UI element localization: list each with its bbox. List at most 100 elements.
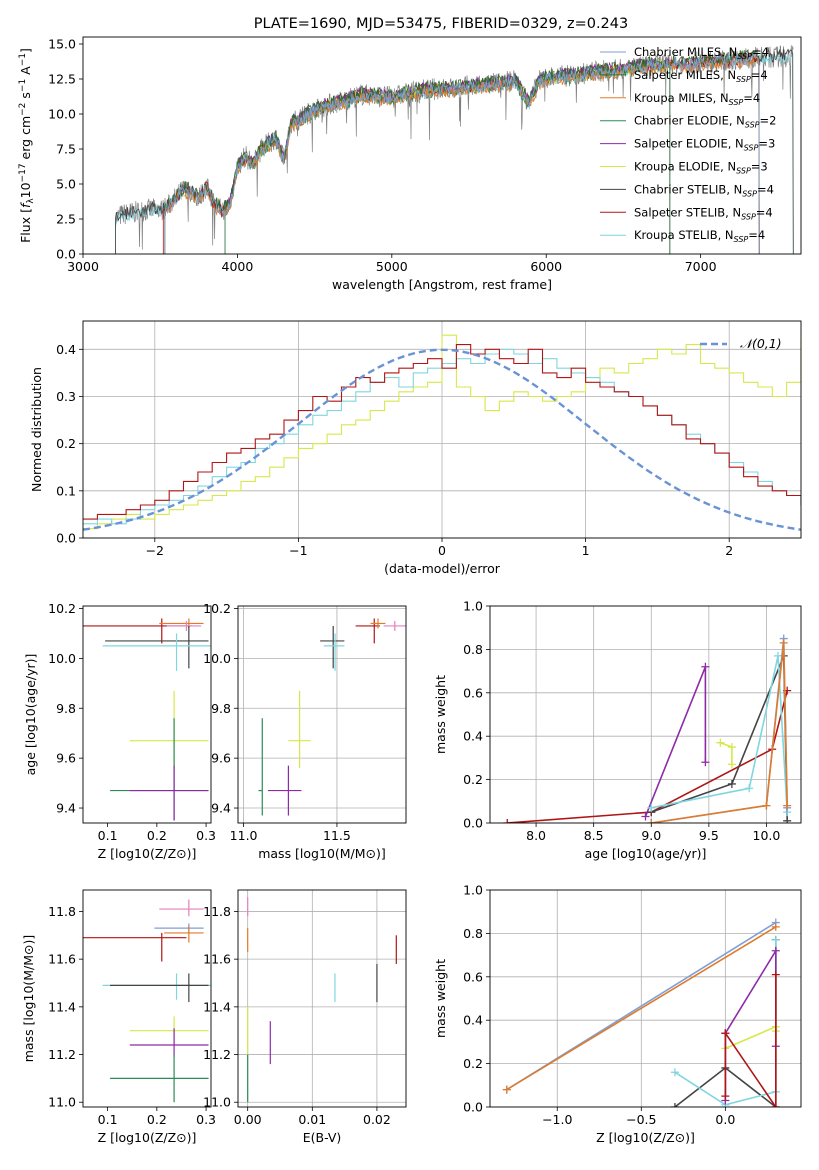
point-chabrier-stelib [320,625,345,669]
y-tick-label: 10.0 [48,651,76,666]
y-tick-label: 9.4 [211,801,231,816]
x-tick-label: 0 [438,543,446,558]
point-chabrier-elodie [110,718,209,821]
series-kroupa-elodie [716,738,736,769]
point-kroupa-miles [164,925,204,943]
point-salpeter-stelib [83,932,187,962]
plot-area [238,606,406,823]
y-tick-label: 1.0 [463,599,483,614]
gaussian-curve [83,348,801,531]
y-tick-label: 15.0 [48,37,76,52]
y-tick-label: 11.2 [48,1047,76,1062]
point-salpeter-elodie [267,765,302,816]
point-chabrier-stelib [110,973,209,1003]
data-marker [727,743,736,752]
data-marker [779,638,788,647]
axes-frame [82,36,802,255]
y-axis-label: mass weight [433,675,448,754]
age-vs-z-panel: 0.1 0.2 0.3 9.4 9.6 9.8 10.0 10.2 Z [log10(Z/Z⊙)… [23,601,216,861]
y-tick-label: 5.0 [56,177,76,192]
y-tick-label: 1.0 [463,883,483,898]
series-line [651,655,788,813]
axes-frame [82,605,212,824]
point-chabrier-stelib [105,625,209,669]
x-tick-label: 0.2 [147,1112,167,1127]
legend-label: Salpeter MILES, NSSP=4 [634,68,768,84]
series-salpeter-stelib [721,970,780,1107]
x-axis-label: mass [log10(M/M⊙)] [258,846,386,861]
axes-frame [82,320,802,539]
axes-frame [237,605,407,824]
y-tick-label: 0.4 [463,1013,483,1028]
x-tick-label: 7000 [685,259,717,274]
y-tick-label: 10.2 [48,601,76,616]
age-vs-mass-panel: 11.0 11.5 9.4 9.6 9.8 10.0 10.2 mass [log10(M/M… [203,601,407,861]
x-axis-label: Z [log10(Z/Z⊙)] [596,1130,695,1145]
x-tick-label: 8.5 [584,828,604,843]
point-kroupa-elodie [288,690,311,769]
y-tick-label: 0.8 [463,926,483,941]
data-marker [641,812,650,821]
plot-area [238,890,406,1107]
mass-weight-vs-age-panel: 8.0 8.5 9.0 9.5 10.0 0.0 0.2 0.4 0.6 0.8 1.0 age [l… [433,599,802,861]
y-tick-label: 11.0 [203,1095,231,1110]
x-tick-label: −1 [289,543,307,558]
plot-area [83,321,801,538]
y-tick-label: 0.8 [463,642,483,657]
point-salpeter-elodie [129,1028,209,1057]
legend-label: Kroupa ELODIE, NSSP=3 [634,160,768,176]
x-tick-label: −0.5 [626,1112,656,1127]
y-tick-label: 7.5 [56,142,76,157]
point-kroupa-elodie [129,1016,209,1045]
data-marker [727,760,736,769]
histogram-kroupa-elodie [83,334,801,530]
data-marker [762,801,771,810]
mass-vs-z-panel: 0.1 0.2 0.3 11.0 11.2 11.4 11.6 11.8 Z [log10(Z/… [21,889,216,1145]
data-marker [771,935,780,944]
series-kroupa-stelib [647,651,792,817]
y-tick-label: 0.2 [463,1056,483,1071]
series-line [724,947,777,1101]
x-tick-label: 5000 [376,259,408,274]
y-tick-label: 0.0 [56,247,76,262]
y-tick-label: 0.2 [56,436,76,451]
data-marker [745,784,754,793]
data-marker [783,801,792,810]
x-tick-label: 11.5 [323,828,351,843]
legend-label: Chabrier ELODIE, NSSP=2 [634,114,776,130]
series-line [644,666,707,817]
axes-frame [237,889,407,1108]
model-spectrum-chabrier-miles [164,53,760,254]
series-line [651,642,788,823]
y-tick-label: 0.4 [56,342,76,357]
y-axis-label: mass weight [433,959,448,1038]
data-marker [783,816,792,823]
x-tick-label: 11.0 [230,828,258,843]
data-marker [771,946,780,955]
x-tick-label: 4000 [222,259,254,274]
data-marker [670,1068,679,1077]
y-tick-label: 0.0 [463,816,483,831]
point-kroupa-stelib [323,633,345,671]
point-kroupa-stelib [102,633,211,671]
y-tick-label: 9.6 [211,751,231,766]
x-axis-label: (data-model)/error [384,561,501,576]
data-marker [771,1103,780,1107]
series-salpeter-elodie [721,946,780,1105]
data-marker [502,1085,511,1094]
x-tick-label: 0.3 [196,1112,216,1127]
series-line [507,690,788,823]
x-tick-label: 0.2 [147,828,167,843]
histogram-salpeter-stelib [83,344,801,520]
data-marker [701,662,710,671]
point-chabrier-elodie [110,1054,209,1103]
y-tick-label: 11.8 [203,904,231,919]
data-marker [773,651,782,660]
plot-area [83,618,211,821]
y-tick-label: 11.4 [203,999,231,1014]
point-chabrier-elodie [258,718,263,816]
axes-frame [82,889,212,1108]
series-salpeter-elodie [641,662,710,821]
x-tick-label: 0.1 [98,828,118,843]
